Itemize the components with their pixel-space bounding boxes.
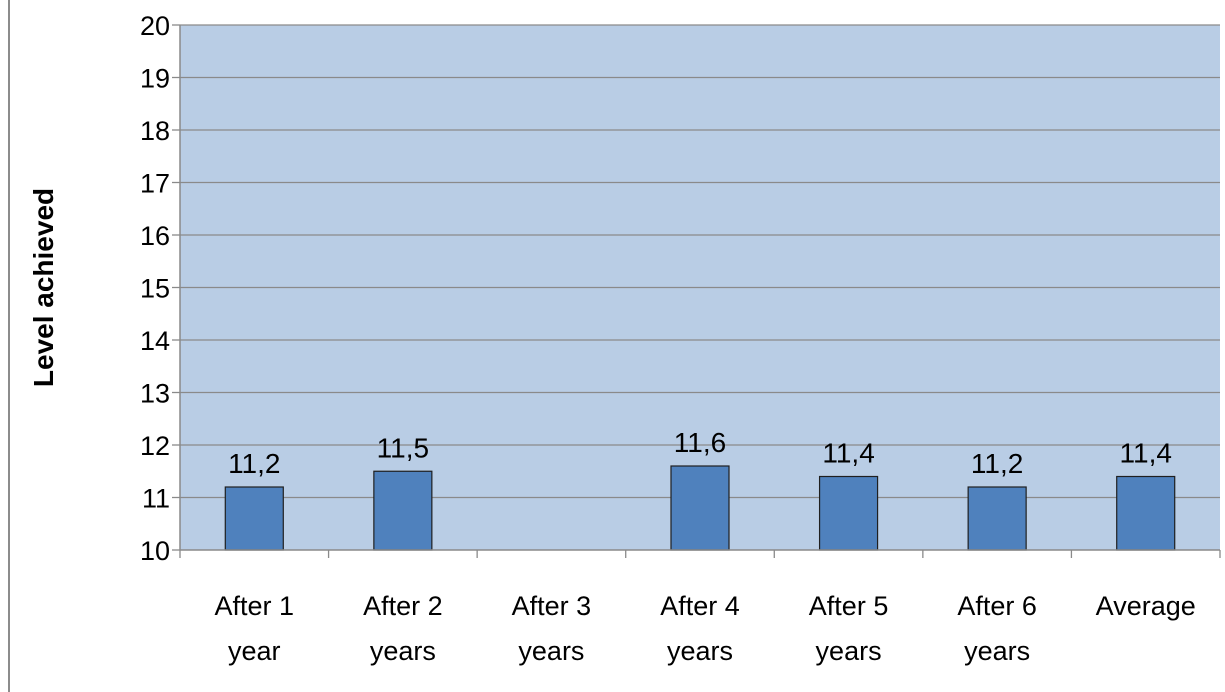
data-labels: 11,2 11,5 11,6 11,4 11,2 11,4 (228, 427, 1172, 479)
bar (967, 486, 1027, 551)
axes (179, 25, 1221, 558)
y-tick-label: 15 (140, 274, 170, 304)
x-tick-labels: After 1 year After 2 years After 3 years After… (215, 591, 1196, 666)
bar (670, 465, 730, 551)
bar (224, 486, 284, 551)
y-tick-label: 12 (140, 431, 170, 461)
data-label: 11,5 (377, 432, 429, 463)
y-tick-labels: 10 11 12 13 14 15 16 17 18 19 20 (140, 11, 170, 566)
data-label: 11,4 (1120, 438, 1172, 469)
x-tick-label: After 5 (809, 591, 889, 621)
x-tick-label: years (518, 636, 584, 666)
x-tick-label: years (667, 636, 733, 666)
y-tick-label: 20 (140, 11, 170, 41)
y-tick-label: 17 (140, 169, 170, 199)
x-tick-label: After 4 (660, 591, 740, 621)
bars (224, 465, 1176, 551)
data-label: 11,2 (971, 448, 1023, 479)
x-tick-label: years (816, 636, 882, 666)
y-tick-label: 10 (140, 536, 170, 566)
gridlines (172, 24, 1220, 551)
bar (1116, 475, 1176, 551)
x-tick-label: Average (1096, 591, 1196, 621)
x-tick-label: year (228, 636, 281, 666)
y-tick-label: 14 (140, 326, 170, 356)
x-tick-label: years (370, 636, 436, 666)
chart-frame-edge (8, 0, 10, 692)
bar (373, 470, 433, 551)
data-label: 11,4 (822, 438, 874, 469)
x-tick-label: years (964, 636, 1030, 666)
x-tick-label: After 1 (215, 591, 295, 621)
y-tick-label: 13 (140, 379, 170, 409)
y-tick-label: 19 (140, 64, 170, 94)
y-tick-label: 11 (142, 484, 170, 514)
y-axis-label: Level achieved (28, 188, 59, 387)
x-tick-label: After 3 (512, 591, 592, 621)
data-label: 11,2 (228, 448, 280, 479)
bar (818, 475, 879, 551)
y-tick-label: 16 (140, 221, 170, 251)
x-tick-label: After 2 (363, 591, 443, 621)
x-tick-label: After 6 (957, 591, 1037, 621)
y-tick-label: 18 (140, 116, 170, 146)
data-label: 11,6 (674, 427, 726, 458)
